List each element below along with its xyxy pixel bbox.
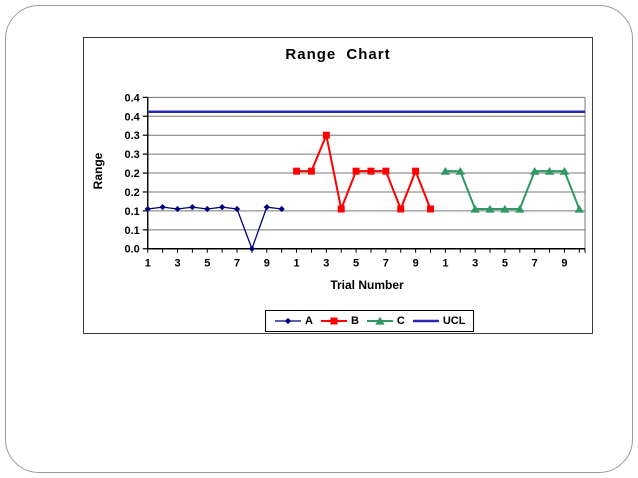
chart-legend: A B C UCL — [265, 310, 475, 332]
legend-item-ucl: UCL — [412, 315, 466, 327]
slide-border — [5, 5, 633, 473]
svg-text:0.1: 0.1 — [125, 206, 140, 218]
svg-text:7: 7 — [234, 258, 240, 270]
svg-text:7: 7 — [383, 258, 389, 270]
svg-text:5: 5 — [353, 258, 359, 270]
legend-label-a: A — [305, 315, 313, 327]
svg-text:3: 3 — [323, 258, 329, 270]
legend-label-b: B — [350, 315, 359, 327]
legend-item-b: B — [320, 315, 359, 327]
axes — [147, 97, 586, 250]
svg-text:3: 3 — [472, 258, 478, 270]
svg-text:0.3: 0.3 — [125, 130, 140, 142]
svg-text:0.2: 0.2 — [125, 168, 140, 180]
legend-item-c: C — [366, 315, 405, 327]
chart-plot-area: 0.0 0.1 0.1 0.2 0.2 0.3 0.3 0.4 0.4 1 3 5 7 9 1 3 5 7 9 1 3 5… — [125, 92, 586, 270]
chart-title: Range Chart — [285, 46, 391, 63]
svg-text:1: 1 — [294, 258, 300, 270]
svg-text:7: 7 — [532, 258, 538, 270]
legend-label-c: C — [396, 315, 405, 327]
svg-text:0.4: 0.4 — [125, 92, 141, 104]
y-axis-ticks-labels: 0.0 0.1 0.1 0.2 0.2 0.3 0.3 0.4 0.4 — [125, 92, 148, 256]
svg-text:0.4: 0.4 — [125, 111, 141, 123]
svg-text:0.1: 0.1 — [125, 225, 140, 237]
svg-text:9: 9 — [561, 258, 567, 270]
svg-text:0.3: 0.3 — [125, 149, 140, 161]
x-axis-ticks-labels: 1 3 5 7 9 1 3 5 7 9 1 3 5 7 9 — [145, 248, 586, 270]
legend-label-ucl: UCL — [442, 315, 466, 327]
series-C — [440, 166, 584, 213]
svg-text:9: 9 — [264, 258, 270, 270]
svg-text:5: 5 — [204, 258, 210, 270]
y-gridlines — [147, 96, 586, 249]
legend-marker-c-icon — [366, 316, 393, 325]
svg-text:0.0: 0.0 — [125, 244, 140, 256]
legend-marker-b-icon — [320, 317, 347, 325]
svg-text:3: 3 — [174, 258, 180, 270]
chart-frame[interactable]: 0.0 0.1 0.1 0.2 0.2 0.3 0.3 0.4 0.4 1 3 5 7 9 1 3 5 7 9 1 3 5… — [83, 37, 593, 334]
svg-text:1: 1 — [442, 258, 448, 270]
svg-text:1: 1 — [145, 258, 151, 270]
svg-text:0.2: 0.2 — [125, 187, 140, 199]
svg-text:9: 9 — [413, 258, 419, 270]
x-axis-title: Trial Number — [330, 278, 404, 292]
series-B — [293, 131, 434, 213]
svg-text:5: 5 — [502, 258, 508, 270]
legend-marker-a-icon — [275, 317, 301, 325]
y-axis-title: Range — [91, 152, 105, 190]
legend-marker-ucl-icon — [412, 319, 439, 323]
legend-item-a: A — [274, 315, 313, 327]
